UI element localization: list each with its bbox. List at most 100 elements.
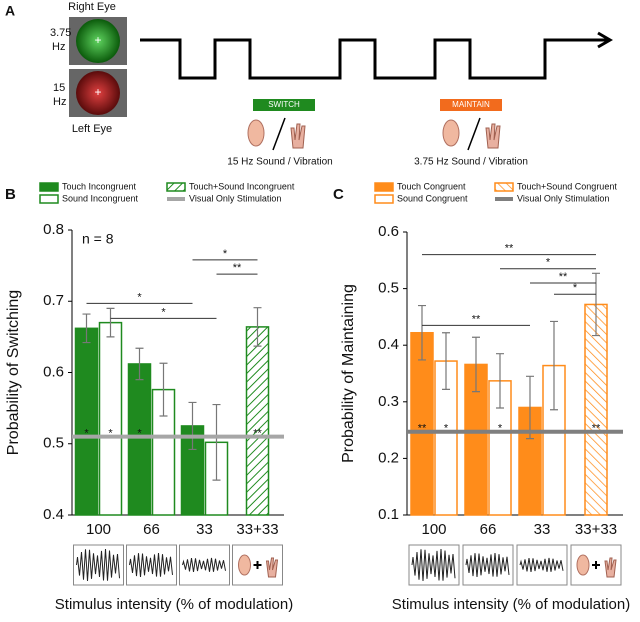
y-tick-label: 0.6 — [378, 223, 399, 240]
significance-label: ** — [233, 262, 242, 274]
stimulus-icon — [408, 544, 460, 586]
fixation-cross: + — [94, 85, 101, 99]
hand-icon — [604, 557, 617, 578]
stimulus-caption: 15 Hz Sound / Vibration — [227, 157, 332, 168]
frequency-label: 15 — [53, 82, 65, 94]
legend-label: Visual Only Stimulation — [189, 193, 281, 203]
y-tick-label: 0.5 — [43, 435, 64, 452]
legend-label: Touch Congruent — [397, 181, 466, 191]
waveform — [129, 552, 173, 578]
legend-label: Sound Congruent — [397, 193, 468, 203]
y-tick-label: 0.7 — [43, 292, 64, 309]
significance-label: ** — [559, 271, 568, 283]
x-tick-label: 100 — [86, 521, 111, 538]
eye-label: Right Eye — [68, 1, 116, 13]
frequency-label: 3.75 — [50, 27, 71, 39]
switch-label: SWITCH — [268, 100, 300, 109]
significance-label: * — [573, 282, 578, 294]
significance-label: * — [137, 291, 142, 303]
error-bar — [82, 313, 91, 344]
error-bar — [135, 347, 144, 381]
eye-label: Left Eye — [72, 123, 112, 135]
error-bar — [592, 272, 600, 337]
y-axis-label: Probability of Switching — [5, 290, 22, 455]
stimulus-icon — [570, 544, 622, 586]
stimulus-icon — [232, 544, 283, 586]
y-tick-label: 0.1 — [378, 506, 399, 523]
significance-label: * — [223, 248, 228, 260]
y-tick-label: 0.5 — [378, 280, 399, 297]
significance-label: * — [444, 423, 449, 435]
significance-label: * — [546, 257, 551, 269]
error-bar — [188, 401, 197, 451]
x-tick-label: 33 — [534, 521, 551, 538]
panel-label: B — [5, 186, 16, 203]
x-axis-label: Stimulus intensity (% of modulation) — [392, 596, 630, 613]
x-tick-label: 66 — [480, 521, 497, 538]
y-tick-label: 0.4 — [43, 506, 64, 523]
legend-swatch — [374, 194, 394, 204]
waveform — [76, 548, 120, 581]
y-tick-label: 0.2 — [378, 449, 399, 466]
significance-label: * — [161, 306, 166, 318]
legend-label: Touch+Sound Incongruent — [189, 181, 295, 191]
legend-label: Visual Only Stimulation — [517, 193, 609, 203]
legend-swatch — [39, 182, 59, 192]
error-bar — [526, 375, 534, 440]
plus-sign — [253, 561, 262, 569]
legend-label: Touch Incongruent — [62, 181, 137, 191]
significance-label: ** — [253, 428, 262, 440]
x-axis-label: Stimulus intensity (% of modulation) — [55, 596, 293, 613]
stimulus-icon — [126, 544, 177, 586]
significance-label: * — [137, 428, 142, 440]
stimulus-icon — [462, 544, 514, 586]
plus-sign — [592, 561, 600, 569]
legend-label: Sound Incongruent — [62, 193, 139, 203]
error-bar — [106, 307, 115, 338]
eye-stimulus — [76, 71, 120, 115]
stimulus-icon — [73, 544, 124, 586]
legend-swatch — [374, 182, 394, 192]
bar — [98, 321, 123, 516]
y-tick-label: 0.3 — [378, 393, 399, 410]
timeline-arrow — [597, 31, 613, 49]
y-tick-label: 0.4 — [378, 336, 399, 353]
significance-label: ** — [472, 313, 481, 325]
waveform — [519, 557, 564, 573]
maintain-label: MAINTAIN — [452, 100, 490, 109]
switch-box — [253, 99, 315, 111]
x-tick-label: 66 — [143, 521, 160, 538]
error-bar — [418, 304, 426, 361]
legend-swatch — [494, 182, 514, 192]
bar — [245, 326, 270, 516]
y-tick-label: 0.8 — [43, 221, 64, 238]
legend-label: Touch+Sound Congruent — [517, 181, 617, 191]
error-bar — [253, 307, 262, 347]
y-axis-label: Probability of Maintaining — [340, 284, 357, 463]
ear-icon — [238, 554, 251, 576]
x-tick-label: 33+33 — [575, 521, 617, 538]
error-bar — [550, 320, 558, 411]
significance-label: * — [108, 428, 113, 440]
frequency-label: Hz — [53, 96, 66, 108]
x-tick-label: 33+33 — [236, 521, 278, 538]
error-bar — [159, 362, 168, 417]
error-bar — [472, 336, 480, 393]
x-tick-label: 33 — [196, 521, 213, 538]
fixation-cross: + — [94, 33, 101, 47]
significance-label: * — [498, 423, 503, 435]
eye-stimulus — [76, 19, 120, 63]
significance-label: ** — [418, 423, 427, 435]
legend-swatch — [39, 194, 59, 204]
waveform — [182, 557, 226, 573]
x-tick-label: 100 — [421, 521, 446, 538]
ear-hand-icon — [247, 117, 501, 151]
significance-label: ** — [592, 423, 601, 435]
annotation: n = 8 — [82, 231, 114, 247]
percept-timeline — [140, 38, 608, 80]
panel-label: A — [5, 3, 15, 19]
significance-label: * — [84, 428, 89, 440]
stimulus-icon — [179, 544, 230, 586]
stimulus-icon — [516, 544, 568, 586]
